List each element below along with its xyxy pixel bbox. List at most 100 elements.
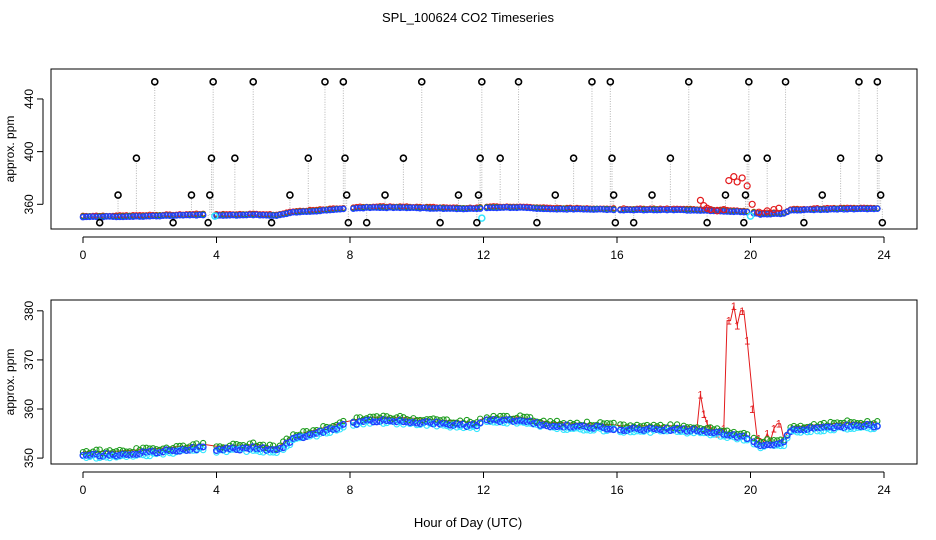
bottom-green-point	[93, 446, 100, 453]
bottom-green-point	[199, 439, 207, 447]
bottom-blue-point	[566, 423, 574, 431]
top-outlier-point	[608, 154, 616, 163]
bottom-blue-point	[733, 433, 741, 441]
bottom-blue-point	[770, 441, 778, 449]
top-blue-point	[516, 204, 524, 211]
top-blue-point	[436, 204, 444, 212]
bottom-blue-point	[339, 420, 347, 428]
bottom-green-point	[426, 416, 434, 423]
bottom-green-point	[266, 441, 274, 448]
top-blue-point	[393, 204, 401, 211]
top-blue-point	[316, 207, 324, 215]
top-blue-point	[396, 204, 404, 212]
top-red-excursion-point	[738, 174, 746, 182]
bottom-green-point	[260, 441, 267, 448]
bottom-cyan-point	[663, 427, 671, 435]
top-blue-point	[787, 207, 794, 214]
bottom-cyan-point	[283, 443, 290, 450]
bottom-blue-point	[112, 452, 120, 460]
bottom-red-label: 1	[749, 404, 755, 416]
top-data-marks	[79, 78, 887, 227]
top-blue-point	[116, 213, 124, 221]
top-blue-point	[820, 206, 828, 213]
top-blue-point	[827, 205, 834, 213]
bottom-blue-point	[743, 435, 751, 443]
top-x-tick-label: 12	[477, 248, 491, 262]
bottom-blue-point	[540, 421, 548, 429]
bottom-cyan-point	[700, 429, 708, 437]
bottom-blue-point	[239, 444, 247, 452]
top-blue-point	[416, 205, 424, 212]
bottom-red-label: 1	[697, 389, 703, 401]
bottom-cyan-point	[626, 428, 634, 436]
top-blue-point	[550, 205, 557, 213]
bottom-blue-point	[653, 426, 661, 434]
top-outlier-point	[209, 78, 217, 86]
bottom-x-tick-label: 4	[213, 483, 220, 497]
bottom-blue-point	[156, 449, 164, 457]
top-outlier-point	[381, 191, 389, 199]
top-blue-point	[590, 206, 597, 213]
bottom-green-point	[383, 413, 390, 420]
top-blue-point	[166, 212, 174, 219]
bottom-green-point	[396, 412, 404, 420]
bottom-green-point	[143, 444, 150, 451]
top-outlier-point	[478, 78, 486, 86]
bottom-x-tick-label: 12	[477, 483, 491, 497]
bottom-blue-point	[763, 441, 771, 449]
bottom-blue-point	[263, 446, 271, 454]
bottom-x-tick-label: 20	[744, 483, 758, 497]
top-outlier-point	[342, 191, 351, 199]
bottom-cyan-point	[740, 436, 748, 444]
bottom-blue-point	[510, 417, 518, 425]
bottom-blue-point	[546, 423, 554, 431]
bottom-green-point	[703, 424, 711, 432]
bottom-blue-point	[139, 448, 147, 456]
bottom-green-point	[353, 414, 360, 421]
bottom-blue-point	[636, 426, 644, 434]
bottom-blue-point	[580, 422, 588, 430]
bottom-blue-point	[767, 441, 775, 449]
top-outlier-point	[781, 78, 790, 86]
top-outlier-point	[321, 78, 329, 86]
top-blue-point	[223, 212, 230, 219]
top-outlier-point	[684, 78, 693, 86]
top-outlier-point	[476, 154, 484, 163]
bottom-red-label: 1	[704, 419, 710, 431]
bottom-blue-point	[820, 423, 828, 431]
bottom-axes: 0 4 8 12 16 20 24 350 360 370 380	[22, 300, 891, 497]
bottom-blue-point	[603, 425, 611, 433]
bottom-blue-point	[86, 451, 94, 459]
top-blue-point	[770, 210, 778, 217]
top-cyan-point	[746, 212, 755, 220]
top-red-excursion-point	[730, 173, 738, 181]
x-axis-label: Hour of Day (UTC)	[414, 515, 522, 530]
bottom-green-point	[283, 435, 290, 442]
bottom-blue-point	[329, 425, 337, 433]
bottom-green-point	[673, 421, 681, 428]
top-blue-point	[493, 204, 501, 212]
top-blue-point	[129, 213, 137, 220]
top-blue-point	[153, 212, 160, 220]
bottom-cyan-point	[803, 428, 811, 436]
bottom-blue-point	[233, 446, 241, 454]
bottom-blue-point	[336, 422, 344, 430]
top-blue-point	[800, 206, 808, 214]
bottom-blue-point	[403, 418, 411, 426]
top-red-excursion-point	[713, 207, 721, 215]
top-blue-point	[169, 212, 177, 220]
top-blue-point	[690, 206, 698, 214]
bottom-blue-point	[476, 419, 484, 427]
bottom-green-point	[96, 446, 103, 453]
top-blue-point	[520, 204, 527, 211]
bottom-x-tick-label: 0	[80, 483, 87, 497]
top-x-tick-label: 8	[347, 248, 354, 262]
top-blue-point	[380, 204, 387, 212]
top-y-tick-label: 440	[22, 89, 36, 109]
top-blue-point	[103, 213, 110, 220]
bottom-blue-point	[757, 442, 765, 450]
bottom-blue-point	[610, 426, 618, 434]
bottom-green-point	[133, 445, 140, 452]
top-outlier-point	[204, 218, 212, 227]
bottom-blue-point	[289, 434, 297, 442]
